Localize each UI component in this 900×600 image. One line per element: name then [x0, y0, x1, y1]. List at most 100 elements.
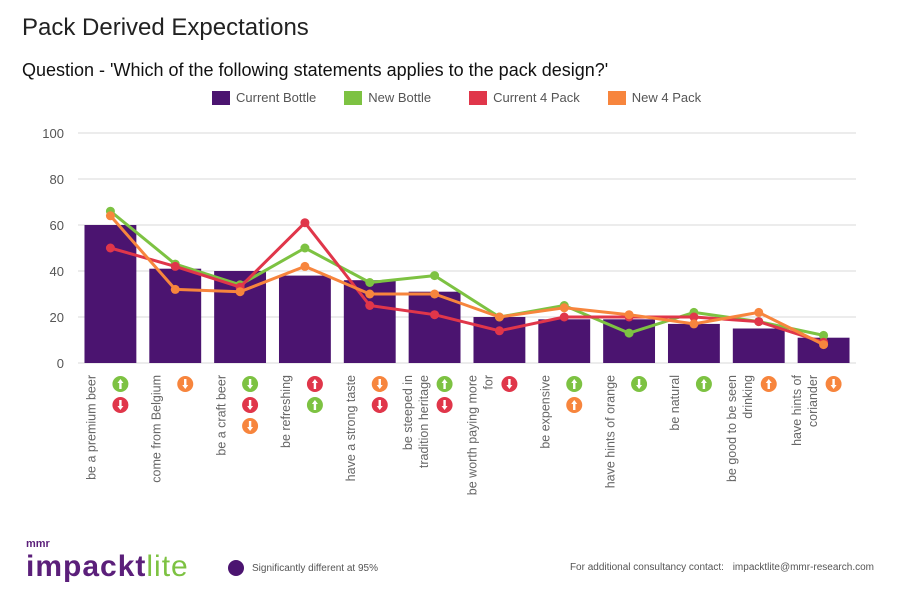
point-current-4-pack	[300, 218, 310, 228]
arrow-down-icon	[117, 400, 124, 410]
y-tick-label: 0	[57, 356, 64, 371]
legend-label-new-bottle: New Bottle	[368, 90, 432, 105]
point-new-4-pack	[494, 312, 504, 322]
x-tick-label: have a strong taste	[344, 375, 358, 481]
line-new-4-pack	[109, 214, 825, 346]
y-tick-label: 60	[50, 218, 64, 233]
legend-item-current-4-pack: Current 4 Pack	[469, 90, 580, 105]
x-tick-label: be natural	[668, 375, 682, 431]
arrow-down-icon	[441, 400, 448, 410]
x-tick-label: be worth paying more	[466, 375, 480, 495]
point-current-4-pack	[170, 261, 180, 271]
impackt-lite-logo: mmr impacktlite	[26, 538, 189, 584]
point-current-4-pack	[559, 312, 569, 322]
logo-lite-text: lite	[146, 550, 189, 583]
point-new-4-pack	[624, 310, 634, 320]
bar-current-bottle	[538, 319, 591, 363]
x-tick-label: have hints of	[790, 374, 804, 445]
bar-current-bottle	[149, 268, 202, 363]
logo-main-text: impackt	[26, 550, 147, 583]
y-tick-label: 80	[50, 172, 64, 187]
arrow-up-icon	[311, 379, 318, 389]
significance-dot-icon	[228, 560, 244, 576]
contact-info: For additional consultancy contact: impa…	[570, 562, 874, 573]
point-new-4-pack	[430, 289, 440, 299]
point-new-4-pack	[105, 211, 115, 221]
arrow-down-icon	[376, 379, 383, 389]
x-tick-label: come from Belgium	[150, 375, 164, 483]
legend-item-new-4-pack: New 4 Pack	[607, 90, 702, 105]
arrow-up-icon	[700, 379, 707, 389]
legend: Current Bottle New Bottle Current 4 Pack…	[212, 90, 729, 105]
significance-note: Significantly different at 95%	[228, 560, 378, 576]
point-new-bottle	[819, 330, 829, 340]
arrow-down-icon	[830, 379, 837, 389]
point-new-bottle	[300, 243, 310, 253]
legend-item-current-bottle: Current Bottle	[212, 90, 316, 105]
arrow-up-icon	[571, 400, 578, 410]
legend-swatch-new-bottle	[344, 90, 363, 105]
arrow-down-icon	[636, 379, 643, 389]
x-tick-label: coriander	[806, 375, 820, 427]
arrow-down-icon	[247, 379, 254, 389]
arrow-up-icon	[571, 379, 578, 389]
arrow-down-icon	[247, 421, 254, 431]
legend-swatch-new-4-pack	[607, 90, 626, 105]
arrow-down-icon	[247, 400, 254, 410]
logo-mmr: mmr	[26, 538, 50, 550]
x-tick-label: be good to be seen	[725, 375, 739, 482]
arrow-up-icon	[311, 400, 318, 410]
point-new-4-pack	[754, 307, 764, 317]
arrow-down-icon	[376, 400, 383, 410]
bar-current-bottle	[278, 275, 331, 363]
x-tick-label: be a craft beer	[214, 375, 228, 456]
x-tick-label: for	[482, 375, 496, 390]
point-new-4-pack	[819, 340, 829, 350]
point-new-bottle	[430, 271, 440, 281]
y-tick-label: 40	[50, 264, 64, 279]
bar-current-bottle	[473, 317, 526, 363]
arrow-down-icon	[506, 379, 513, 389]
y-tick-label: 100	[42, 126, 64, 141]
chart-subtitle: Question - 'Which of the following state…	[22, 60, 609, 80]
point-new-4-pack	[300, 261, 310, 271]
point-new-4-pack	[559, 303, 569, 313]
legend-swatch-current-4-pack	[469, 90, 488, 105]
point-current-4-pack	[689, 312, 699, 322]
legend-item-new-bottle: New Bottle	[344, 90, 431, 105]
point-current-4-pack	[430, 310, 440, 320]
logo-wordmark: impacktlite	[26, 550, 189, 584]
point-new-bottle	[365, 278, 375, 287]
point-current-4-pack	[365, 301, 375, 310]
bar-current-bottle	[667, 323, 720, 363]
y-tick-label: 20	[50, 310, 64, 325]
line-new-bottle	[109, 210, 824, 337]
contact-label: For additional consultancy contact:	[569, 562, 724, 573]
chart-title: Pack Derived Expectations	[22, 14, 309, 41]
point-new-4-pack	[235, 287, 245, 297]
x-tick-label: tradition heritage	[417, 375, 431, 468]
arrow-up-icon	[117, 379, 124, 389]
contact-email-link[interactable]: impacktlite@mmr-research.com	[732, 562, 874, 573]
point-current-4-pack	[494, 326, 504, 336]
x-tick-label: drinking	[741, 375, 755, 419]
point-new-4-pack	[689, 319, 699, 329]
arrow-up-icon	[765, 379, 772, 389]
point-new-4-pack	[170, 284, 180, 294]
x-tick-label: be refreshing	[279, 375, 293, 448]
arrow-up-icon	[441, 379, 448, 389]
point-new-4-pack	[365, 289, 375, 299]
legend-label-new-4-pack: New 4 Pack	[631, 90, 702, 105]
point-new-bottle	[624, 328, 634, 338]
legend-label-current-4-pack: Current 4 Pack	[493, 90, 580, 105]
x-tick-label: be steeped in	[401, 375, 415, 450]
x-tick-label: be a premium beer	[85, 375, 99, 480]
point-current-4-pack	[105, 243, 115, 253]
bar-current-bottle	[408, 291, 461, 363]
bar-current-bottle	[732, 328, 785, 363]
legend-label-current-bottle: Current Bottle	[236, 90, 317, 105]
significance-note-text: Significantly different at 95%	[252, 562, 379, 574]
line-current-4-pack	[110, 221, 825, 344]
point-current-4-pack	[754, 317, 764, 327]
